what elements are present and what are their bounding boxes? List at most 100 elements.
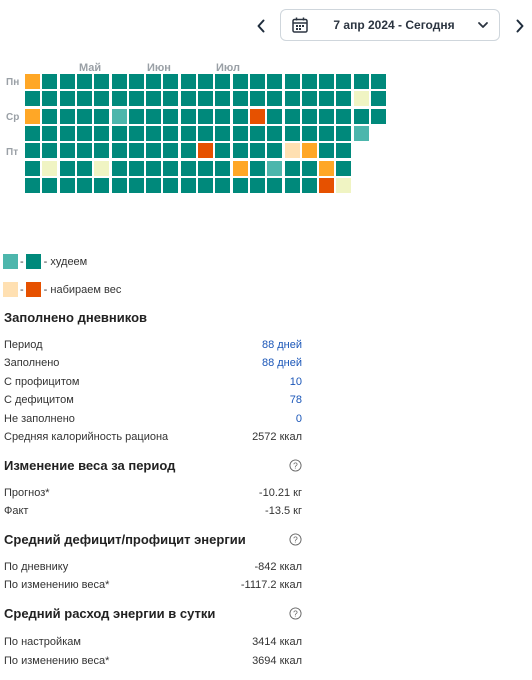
heatmap-day-cell[interactable] xyxy=(336,160,352,176)
heatmap-day-cell[interactable] xyxy=(42,160,58,176)
heatmap-day-cell[interactable] xyxy=(198,91,213,107)
heatmap-day-cell[interactable] xyxy=(111,91,127,107)
heatmap-day-cell[interactable] xyxy=(25,108,40,124)
heatmap-day-cell[interactable] xyxy=(42,125,58,141)
heatmap-day-cell[interactable] xyxy=(111,108,127,124)
heatmap-day-cell[interactable] xyxy=(319,125,335,141)
heatmap-day-cell[interactable] xyxy=(215,74,231,89)
heatmap-day-cell[interactable] xyxy=(284,74,300,89)
heatmap-day-cell[interactable] xyxy=(215,108,231,124)
heatmap-day-cell[interactable] xyxy=(42,108,58,124)
heatmap-day-cell[interactable] xyxy=(198,160,213,176)
help-circle-icon[interactable]: ? xyxy=(289,459,302,472)
heatmap-day-cell[interactable] xyxy=(111,74,127,89)
heatmap-day-cell[interactable] xyxy=(180,160,196,176)
heatmap-day-cell[interactable] xyxy=(76,143,92,159)
heatmap-day-cell[interactable] xyxy=(163,74,179,89)
heatmap-day-cell[interactable] xyxy=(42,177,58,193)
heatmap-day-cell[interactable] xyxy=(111,125,127,141)
heatmap-day-cell[interactable] xyxy=(59,91,75,107)
heatmap-day-cell[interactable] xyxy=(198,125,213,141)
heatmap-day-cell[interactable] xyxy=(249,160,265,176)
heatmap-day-cell[interactable] xyxy=(76,177,92,193)
heatmap-day-cell[interactable] xyxy=(42,143,58,159)
help-circle-icon[interactable]: ? xyxy=(289,607,302,620)
heatmap-day-cell[interactable] xyxy=(59,177,75,193)
heatmap-day-cell[interactable] xyxy=(94,108,110,124)
heatmap-day-cell[interactable] xyxy=(25,143,40,159)
heatmap-day-cell[interactable] xyxy=(319,177,335,193)
heatmap-day-cell[interactable] xyxy=(215,160,231,176)
heatmap-day-cell[interactable] xyxy=(336,91,352,107)
heatmap-day-cell[interactable] xyxy=(76,125,92,141)
heatmap-day-cell[interactable] xyxy=(76,74,92,89)
heatmap-day-cell[interactable] xyxy=(249,143,265,159)
heatmap-day-cell[interactable] xyxy=(146,125,162,141)
heatmap-day-cell[interactable] xyxy=(336,108,352,124)
heatmap-day-cell[interactable] xyxy=(180,143,196,159)
stat-value-link[interactable]: 0 xyxy=(295,413,302,425)
heatmap-day-cell[interactable] xyxy=(163,108,179,124)
heatmap-day-cell[interactable] xyxy=(319,108,335,124)
heatmap-day-cell[interactable] xyxy=(336,74,352,89)
heatmap-day-cell[interactable] xyxy=(180,125,196,141)
heatmap-day-cell[interactable] xyxy=(319,143,335,159)
heatmap-day-cell[interactable] xyxy=(215,177,231,193)
heatmap-day-cell[interactable] xyxy=(163,125,179,141)
heatmap-day-cell[interactable] xyxy=(59,108,75,124)
heatmap-day-cell[interactable] xyxy=(25,91,40,107)
heatmap-day-cell[interactable] xyxy=(267,143,283,159)
heatmap-day-cell[interactable] xyxy=(267,91,283,107)
heatmap-day-cell[interactable] xyxy=(180,91,196,107)
heatmap-day-cell[interactable] xyxy=(128,91,144,107)
heatmap-day-cell[interactable] xyxy=(353,125,369,141)
heatmap-day-cell[interactable] xyxy=(146,108,162,124)
heatmap-day-cell[interactable] xyxy=(284,143,300,159)
heatmap-day-cell[interactable] xyxy=(198,143,213,159)
heatmap-day-cell[interactable] xyxy=(128,143,144,159)
heatmap-day-cell[interactable] xyxy=(267,74,283,89)
heatmap-day-cell[interactable] xyxy=(371,74,386,89)
heatmap-day-cell[interactable] xyxy=(146,74,162,89)
heatmap-day-cell[interactable] xyxy=(180,74,196,89)
heatmap-day-cell[interactable] xyxy=(59,160,75,176)
heatmap-day-cell[interactable] xyxy=(353,74,369,89)
heatmap-day-cell[interactable] xyxy=(284,91,300,107)
heatmap-day-cell[interactable] xyxy=(42,91,58,107)
heatmap-day-cell[interactable] xyxy=(198,108,213,124)
heatmap-day-cell[interactable] xyxy=(59,125,75,141)
heatmap-day-cell[interactable] xyxy=(146,177,162,193)
heatmap-day-cell[interactable] xyxy=(163,143,179,159)
heatmap-day-cell[interactable] xyxy=(232,160,248,176)
heatmap-day-cell[interactable] xyxy=(94,177,110,193)
heatmap-day-cell[interactable] xyxy=(353,108,369,124)
heatmap-day-cell[interactable] xyxy=(301,125,317,141)
heatmap-day-cell[interactable] xyxy=(76,108,92,124)
heatmap-day-cell[interactable] xyxy=(146,160,162,176)
heatmap-day-cell[interactable] xyxy=(94,91,110,107)
heatmap-day-cell[interactable] xyxy=(128,74,144,89)
heatmap-day-cell[interactable] xyxy=(249,74,265,89)
heatmap-day-cell[interactable] xyxy=(249,108,265,124)
heatmap-day-cell[interactable] xyxy=(301,177,317,193)
heatmap-day-cell[interactable] xyxy=(163,91,179,107)
heatmap-day-cell[interactable] xyxy=(319,91,335,107)
heatmap-day-cell[interactable] xyxy=(336,143,352,159)
heatmap-day-cell[interactable] xyxy=(94,160,110,176)
heatmap-day-cell[interactable] xyxy=(232,108,248,124)
heatmap-day-cell[interactable] xyxy=(25,160,40,176)
heatmap-day-cell[interactable] xyxy=(232,74,248,89)
heatmap-day-cell[interactable] xyxy=(146,91,162,107)
heatmap-day-cell[interactable] xyxy=(180,177,196,193)
date-range-picker[interactable]: 7 апр 2024 - Сегодня xyxy=(280,9,500,41)
heatmap-day-cell[interactable] xyxy=(128,177,144,193)
heatmap-day-cell[interactable] xyxy=(232,143,248,159)
heatmap-day-cell[interactable] xyxy=(215,91,231,107)
heatmap-day-cell[interactable] xyxy=(301,160,317,176)
heatmap-day-cell[interactable] xyxy=(76,160,92,176)
heatmap-day-cell[interactable] xyxy=(249,177,265,193)
heatmap-day-cell[interactable] xyxy=(284,177,300,193)
heatmap-day-cell[interactable] xyxy=(215,143,231,159)
heatmap-day-cell[interactable] xyxy=(232,91,248,107)
heatmap-day-cell[interactable] xyxy=(111,177,127,193)
